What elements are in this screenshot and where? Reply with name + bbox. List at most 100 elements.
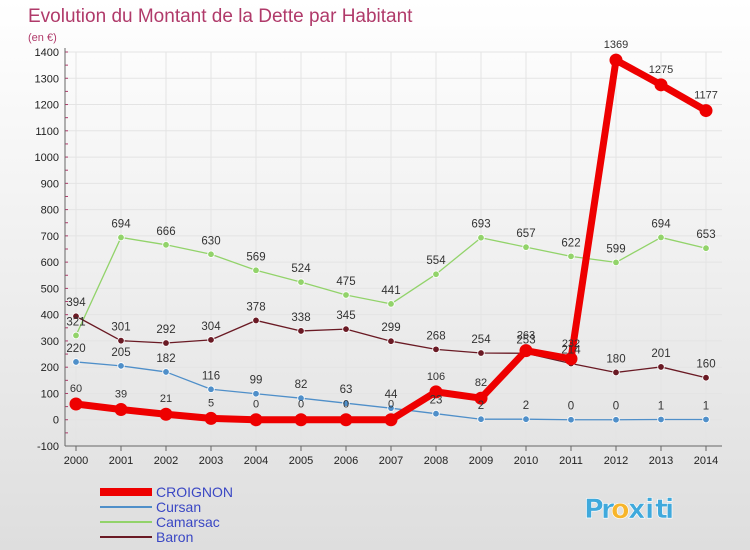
- data-label-croignon: 0: [343, 399, 349, 411]
- x-tick-label: 2000: [64, 455, 88, 467]
- data-label-camarsac: 694: [651, 218, 671, 230]
- data-point-cursan: [162, 368, 170, 376]
- data-point-croignon: [609, 53, 623, 67]
- data-point-croignon: [654, 78, 668, 92]
- data-label-cursan: 99: [250, 375, 263, 387]
- x-tick-label: 2005: [289, 455, 313, 467]
- data-label-baron: 394: [66, 297, 86, 309]
- data-label-baron: 338: [291, 312, 310, 324]
- x-tick-label: 2008: [424, 455, 448, 467]
- data-point-cursan: [297, 394, 305, 402]
- data-point-cursan: [207, 385, 215, 393]
- data-label-croignon: 60: [70, 383, 82, 395]
- data-point-camarsac: [567, 252, 575, 261]
- y-tick-label: 1400: [35, 47, 59, 59]
- data-label-baron: 299: [381, 322, 400, 334]
- data-label-croignon: 1369: [604, 39, 628, 51]
- data-label-croignon: 21: [160, 393, 172, 405]
- data-label-croignon: 82: [475, 377, 487, 389]
- data-label-cursan: 1: [703, 400, 709, 412]
- data-point-croignon: [474, 391, 488, 405]
- data-label-cursan: 1: [658, 400, 664, 412]
- data-point-cursan: [252, 390, 260, 398]
- y-tick-label: -100: [37, 441, 59, 453]
- brand-letter: i: [665, 494, 674, 525]
- y-tick-label: 800: [41, 205, 59, 217]
- chart-title: Evolution du Montant de la Dette par Hab…: [28, 6, 413, 27]
- data-point-baron: [117, 336, 125, 345]
- x-tick-label: 2010: [514, 455, 538, 467]
- data-point-camarsac: [477, 234, 485, 242]
- data-label-camarsac: 694: [111, 218, 131, 230]
- data-point-croignon: [114, 402, 128, 416]
- data-label-croignon: 0: [388, 399, 394, 411]
- data-point-baron: [162, 339, 170, 347]
- data-point-camarsac: [342, 291, 350, 299]
- data-label-camarsac: 653: [696, 229, 715, 241]
- y-tick-label: 900: [41, 178, 59, 190]
- data-label-baron: 254: [471, 334, 491, 346]
- y-tick-label: 600: [41, 257, 59, 269]
- data-label-baron: 345: [336, 310, 355, 322]
- data-label-cursan: 63: [340, 384, 353, 396]
- data-label-croignon: 263: [517, 330, 535, 342]
- data-label-camarsac: 599: [606, 243, 625, 255]
- x-tick-label: 2003: [199, 455, 223, 467]
- data-label-cursan: 44: [385, 389, 398, 401]
- data-point-cursan: [522, 415, 530, 423]
- data-point-baron: [612, 368, 620, 377]
- data-point-camarsac: [207, 250, 215, 258]
- data-point-camarsac: [612, 258, 620, 267]
- data-label-cursan: 2: [523, 400, 529, 412]
- x-tick-label: 2009: [469, 455, 493, 467]
- y-tick-label: 1000: [35, 152, 59, 164]
- data-point-baron: [72, 312, 80, 320]
- data-label-croignon: 106: [427, 371, 445, 383]
- data-label-cursan: 82: [295, 379, 308, 391]
- data-point-cursan: [72, 358, 80, 366]
- data-point-camarsac: [252, 266, 260, 274]
- data-point-camarsac: [72, 331, 80, 340]
- legend-label-croignon: CROIGNON: [156, 484, 233, 500]
- data-label-cursan: 182: [156, 353, 175, 365]
- data-point-croignon: [564, 352, 578, 366]
- data-label-baron: 378: [246, 301, 265, 313]
- data-label-cursan: 205: [111, 347, 130, 359]
- brand-letter: P: [584, 494, 604, 525]
- data-point-croignon: [519, 344, 533, 358]
- x-tick-label: 2001: [109, 455, 133, 467]
- legend-label-baron: Baron: [156, 529, 193, 545]
- data-label-cursan: 0: [613, 401, 619, 413]
- data-point-croignon: [69, 397, 83, 411]
- data-label-camarsac: 524: [291, 263, 311, 275]
- x-tick-label: 2011: [559, 455, 583, 467]
- data-point-camarsac: [432, 270, 440, 278]
- brand-letter: t: [655, 494, 668, 525]
- data-point-cursan: [612, 416, 620, 424]
- series: [69, 53, 713, 427]
- data-label-camarsac: 441: [381, 285, 400, 297]
- data-point-baron: [702, 374, 710, 382]
- data-point-camarsac: [162, 241, 170, 249]
- data-point-croignon: [294, 413, 308, 427]
- data-label-cursan: 23: [430, 395, 443, 407]
- y-tick-label: 1300: [35, 73, 59, 85]
- data-point-camarsac: [117, 233, 125, 242]
- x-tick-label: 2014: [694, 455, 718, 467]
- data-label-baron: 304: [201, 321, 221, 333]
- data-label-camarsac: 657: [516, 228, 535, 240]
- data-point-cursan: [387, 404, 395, 412]
- data-label-camarsac: 666: [156, 226, 175, 238]
- x-tick-label: 2006: [334, 455, 358, 467]
- data-label-croignon: 1177: [694, 90, 718, 102]
- brand-letter: r: [601, 494, 615, 525]
- data-point-cursan: [342, 399, 350, 407]
- y-tick-label: 500: [41, 283, 59, 295]
- data-point-cursan: [477, 415, 485, 423]
- data-point-baron: [477, 349, 485, 357]
- brand-letter: x: [628, 494, 645, 525]
